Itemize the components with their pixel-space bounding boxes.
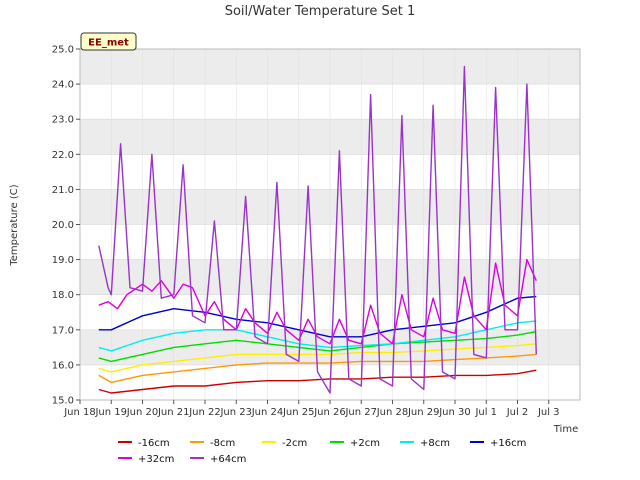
badge-box (80, 32, 137, 51)
badge-label: EE_met (88, 38, 129, 49)
legend-label-plus16cm: +16cm (490, 438, 526, 449)
y-tick-label: 17.0 (52, 325, 74, 336)
y-tick-label: 24.0 (52, 80, 74, 91)
legend: -16cm -8cm -2cm +2cm +8cm +16cm +32cm +64cm (118, 438, 526, 465)
y-tick-label: 22.0 (52, 150, 74, 161)
x-tick-label: Jun 26 (313, 407, 346, 418)
y-tick-label: 18.0 (52, 290, 74, 301)
legend-label-plus2cm: +2cm (350, 438, 380, 449)
x-tick-label: Jun 23 (219, 407, 252, 418)
series-line-plus8cm (98, 320, 537, 352)
x-tick-label: Jun 27 (344, 407, 377, 418)
series-line-plus64cm (98, 65, 537, 394)
series-line-plus32cm (98, 258, 537, 345)
legend-label-minus2cm: -2cm (282, 438, 307, 449)
x-tick-label: Jul 2 (506, 407, 529, 418)
x-tick-label: Jun 20 (126, 407, 159, 418)
y-tick-label: 21.0 (52, 185, 74, 196)
x-tick-label: Jun 21 (157, 407, 190, 418)
y-tick-label: 20.0 (52, 220, 74, 231)
y-tick-label: 25.0 (52, 45, 74, 56)
y-tick-label: 15.0 (52, 396, 74, 407)
x-tick-label: Jun 18 (63, 407, 96, 418)
series-line-minus8cm (98, 353, 537, 384)
y-tick-label: 16.0 (52, 360, 74, 371)
x-tick-label: Jun 22 (188, 407, 221, 418)
x-tick-label: Jun 29 (407, 407, 440, 418)
chart-title: Soil/Water Temperature Set 1 (225, 4, 416, 19)
legend-label-minus8cm: -8cm (210, 438, 235, 449)
x-axis-label: Time (553, 424, 578, 435)
y-axis-ticks: 15.0 16.0 17.0 18.0 19.0 20.0 21.0 22.0 23.0 24.0… (52, 45, 80, 407)
y-tick-label: 19.0 (52, 255, 74, 266)
x-tick-label: Jul 1 (474, 407, 497, 418)
legend-label-plus8cm: +8cm (420, 438, 450, 449)
legend-label-minus16cm: -16cm (138, 438, 170, 449)
x-tick-label: Jul 3 (537, 407, 560, 418)
x-tick-label: Jun 19 (94, 407, 127, 418)
y-axis-label: Temperature (C) (9, 184, 20, 266)
x-axis-ticks: Jun 18 Jun 19 Jun 20 Jun 21 Jun 22 Jun 23 Jun … (63, 400, 560, 418)
x-tick-label: Jun 25 (282, 407, 315, 418)
series-line-plus2cm (98, 330, 537, 363)
x-tick-label: Jun 30 (438, 407, 471, 418)
series-layer (98, 65, 537, 394)
legend-label-plus64cm: +64cm (210, 454, 246, 465)
y-tick-label: 23.0 (52, 115, 74, 126)
series-line-minus2cm (98, 343, 537, 373)
series-line-minus16cm (98, 369, 537, 394)
x-tick-label: Jun 28 (376, 407, 409, 418)
legend-label-plus32cm: +32cm (138, 454, 174, 465)
series-line-plus16cm (98, 295, 537, 338)
x-tick-label: Jun 24 (251, 407, 284, 418)
badge: EE_met (80, 32, 137, 51)
